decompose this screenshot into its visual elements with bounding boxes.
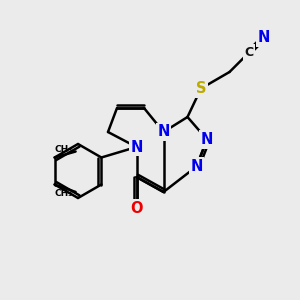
Text: N: N bbox=[157, 124, 170, 140]
Text: C: C bbox=[244, 46, 253, 59]
Text: S: S bbox=[196, 81, 206, 96]
Text: N: N bbox=[190, 159, 203, 174]
Text: N: N bbox=[201, 132, 213, 147]
Text: CH₃: CH₃ bbox=[55, 189, 73, 198]
Text: N: N bbox=[130, 140, 143, 154]
Text: CH₃: CH₃ bbox=[55, 146, 73, 154]
Text: N: N bbox=[258, 30, 270, 45]
Text: O: O bbox=[130, 201, 143, 216]
